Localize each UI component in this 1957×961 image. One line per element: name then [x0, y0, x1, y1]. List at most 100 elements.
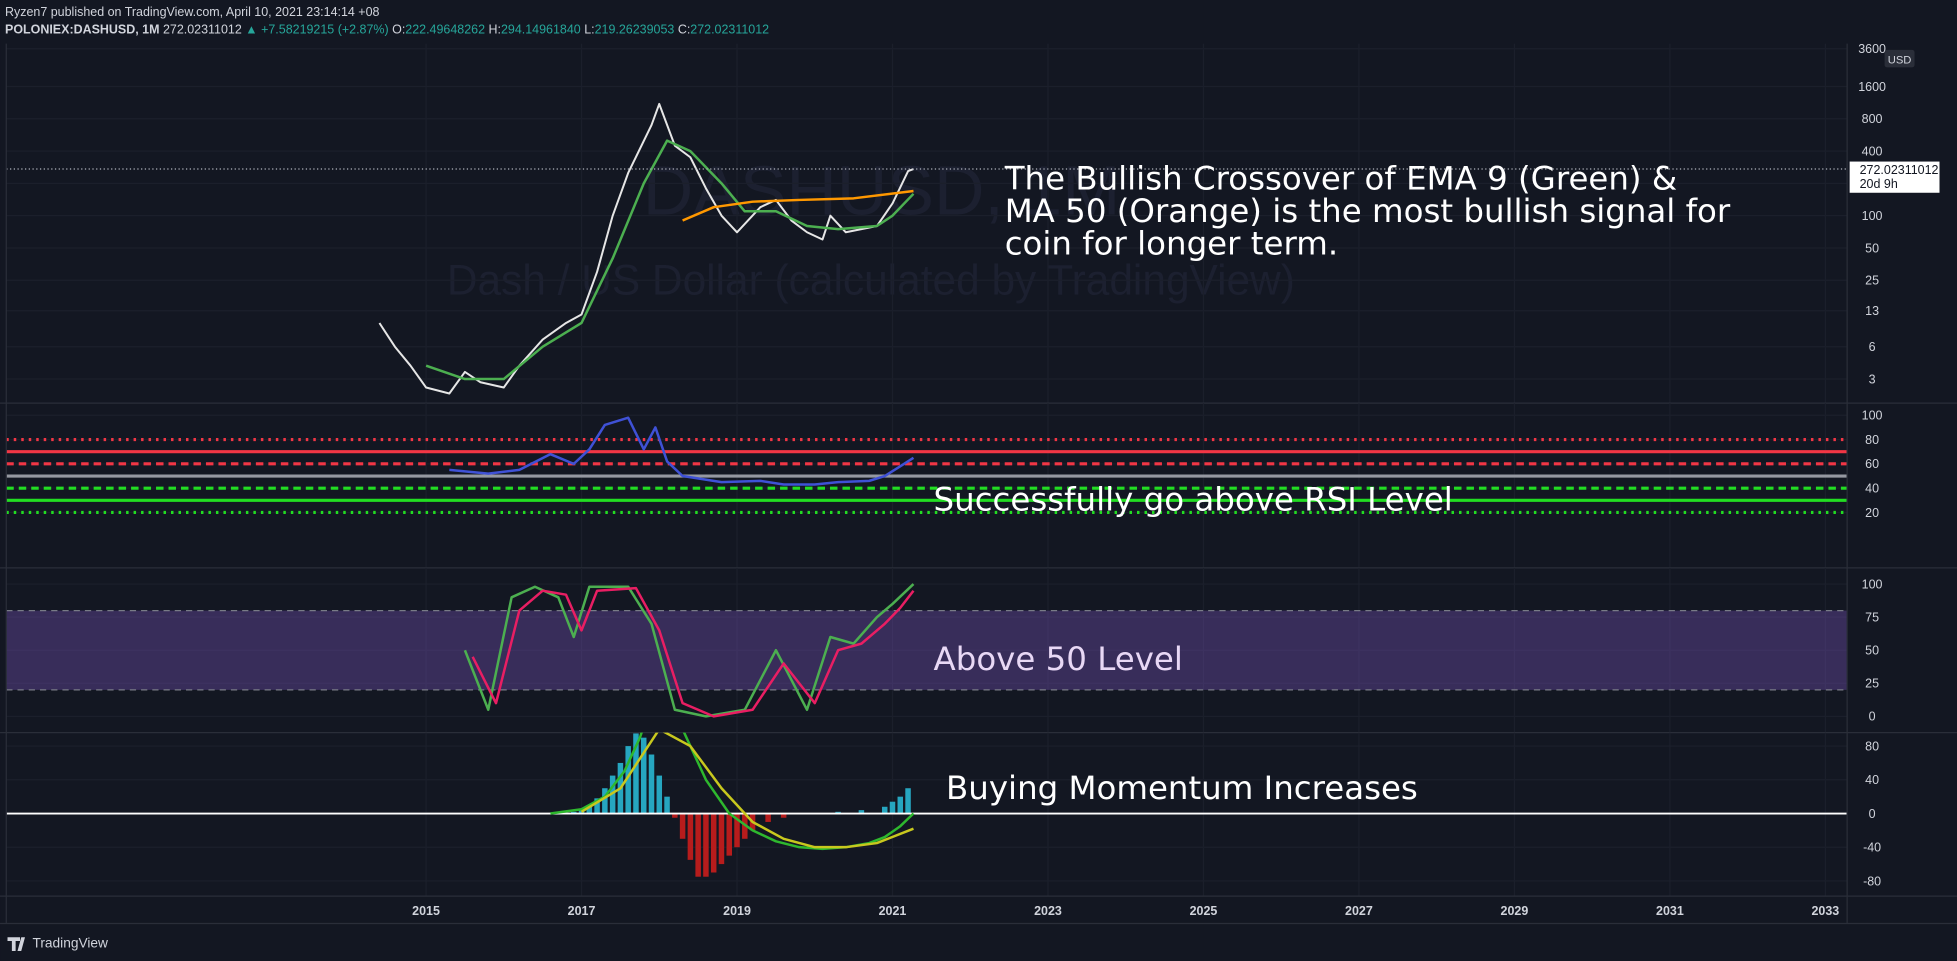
y-tick-label: 400 [1862, 144, 1883, 158]
bar [905, 788, 911, 814]
change: ▲ +7.58219215 (+2.87%) [245, 23, 388, 37]
bar [780, 813, 787, 818]
bar [656, 775, 663, 814]
y-tick-label: 75 [1865, 611, 1879, 625]
l-label: L: [584, 23, 594, 37]
series-line [580, 732, 914, 849]
x-tick-label: 2027 [1345, 904, 1373, 918]
panel [6, 567, 1848, 733]
y-tick-label: 25 [1865, 274, 1879, 288]
y-tick-label: 80 [1865, 739, 1879, 753]
countdown: 20d 9h [1860, 177, 1898, 191]
bar [881, 806, 888, 814]
series-line [471, 586, 915, 718]
y-tick-label: 100 [1862, 409, 1883, 423]
ohlc-line: POLONIEX:DASHUSD, 1M 272.02311012 ▲ +7.5… [5, 23, 769, 37]
symbol: POLONIEX:DASHUSD, 1M [5, 23, 160, 37]
bar [695, 813, 701, 877]
last-price-label: 272.02311012 [1860, 163, 1939, 177]
series-line [463, 583, 915, 718]
annotation: The Bullish Crossover of EMA 9 (Green) & [1004, 160, 1677, 198]
series-line [682, 189, 914, 222]
last: 272.02311012 [163, 23, 242, 37]
bar [602, 788, 608, 814]
bar [679, 813, 686, 839]
x-tick-label: 2029 [1501, 904, 1529, 918]
y-tick-label: 20 [1865, 506, 1879, 520]
bar [640, 737, 647, 814]
x-tick-label: 2023 [1034, 904, 1062, 918]
c: 272.02311012 [690, 23, 769, 37]
y-tick-label: 80 [1865, 433, 1879, 447]
bar [897, 796, 904, 814]
bar [625, 746, 631, 814]
publisher: Ryzen7 published on TradingView.com, Apr… [5, 5, 380, 19]
bar [765, 813, 771, 822]
y-tick-label: 40 [1865, 773, 1879, 787]
bar [586, 805, 593, 814]
series-line [449, 416, 915, 486]
bar [734, 813, 740, 848]
annotation: coin for longer term. [1005, 225, 1338, 263]
y-tick-label: 3600 [1858, 42, 1886, 56]
h: 294.14961840 [501, 23, 581, 37]
bar [664, 796, 670, 814]
y-tick-label: 50 [1865, 644, 1879, 658]
o: 222.49648262 [405, 23, 485, 37]
y-tick-label: 800 [1862, 112, 1883, 126]
y-tick-label: 50 [1865, 241, 1879, 255]
bar [718, 813, 725, 865]
annotations: The Bullish Crossover of EMA 9 (Green) &… [934, 160, 1731, 807]
l: 219.26239053 [595, 23, 675, 37]
bar [710, 813, 717, 873]
logo-icon [7, 937, 25, 952]
y-tick-label: 13 [1865, 304, 1879, 318]
annotation: Buying Momentum Increases [946, 769, 1418, 807]
c-label: C: [678, 23, 690, 37]
y-tick-label: 100 [1862, 577, 1883, 591]
bar [889, 801, 896, 814]
bar [633, 733, 639, 814]
x-tick-label: 2017 [568, 904, 596, 918]
h-label: H: [489, 23, 501, 37]
series-line [378, 102, 914, 395]
y-tick-label: 0 [1869, 807, 1876, 821]
y-tick-label: 1600 [1858, 80, 1886, 94]
y-tick-label: 0 [1869, 710, 1876, 724]
currency-box [1884, 49, 1915, 68]
y-tick-label: -40 [1863, 841, 1881, 855]
x-tick-label: 2025 [1190, 904, 1218, 918]
bar [609, 775, 616, 814]
y-tick-label: 40 [1865, 482, 1879, 496]
bar [687, 813, 694, 860]
panel [6, 732, 1848, 897]
annotation: Above 50 Level [934, 640, 1183, 678]
panel [6, 43, 1848, 404]
x-tick-label: 2019 [723, 904, 751, 918]
currency: USD [1888, 55, 1912, 67]
x-tick-label: 2021 [879, 904, 907, 918]
series-line [550, 732, 915, 851]
series-line [425, 139, 915, 381]
bar [672, 813, 678, 818]
plots: 3600160080040020010050251363272.02311012… [0, 42, 1957, 925]
panel [6, 403, 1848, 568]
x-tick-label: 2031 [1656, 904, 1684, 918]
y-tick-label: 100 [1862, 209, 1883, 223]
bar [648, 754, 655, 814]
x-tick-label: 2015 [412, 904, 440, 918]
band [6, 610, 1848, 690]
y-tick-label: 60 [1865, 457, 1879, 471]
last-price-box [1849, 161, 1940, 193]
annotation: MA 50 (Orange) is the most bullish signa… [1005, 192, 1731, 230]
y-tick-label: 25 [1865, 677, 1879, 691]
bar [858, 810, 865, 814]
bar [726, 813, 732, 856]
bar [703, 813, 709, 877]
y-tick-label: -80 [1863, 874, 1881, 888]
logo: TradingView [32, 935, 108, 950]
o-label: O: [392, 23, 405, 37]
x-tick-label: 2033 [1812, 904, 1840, 918]
